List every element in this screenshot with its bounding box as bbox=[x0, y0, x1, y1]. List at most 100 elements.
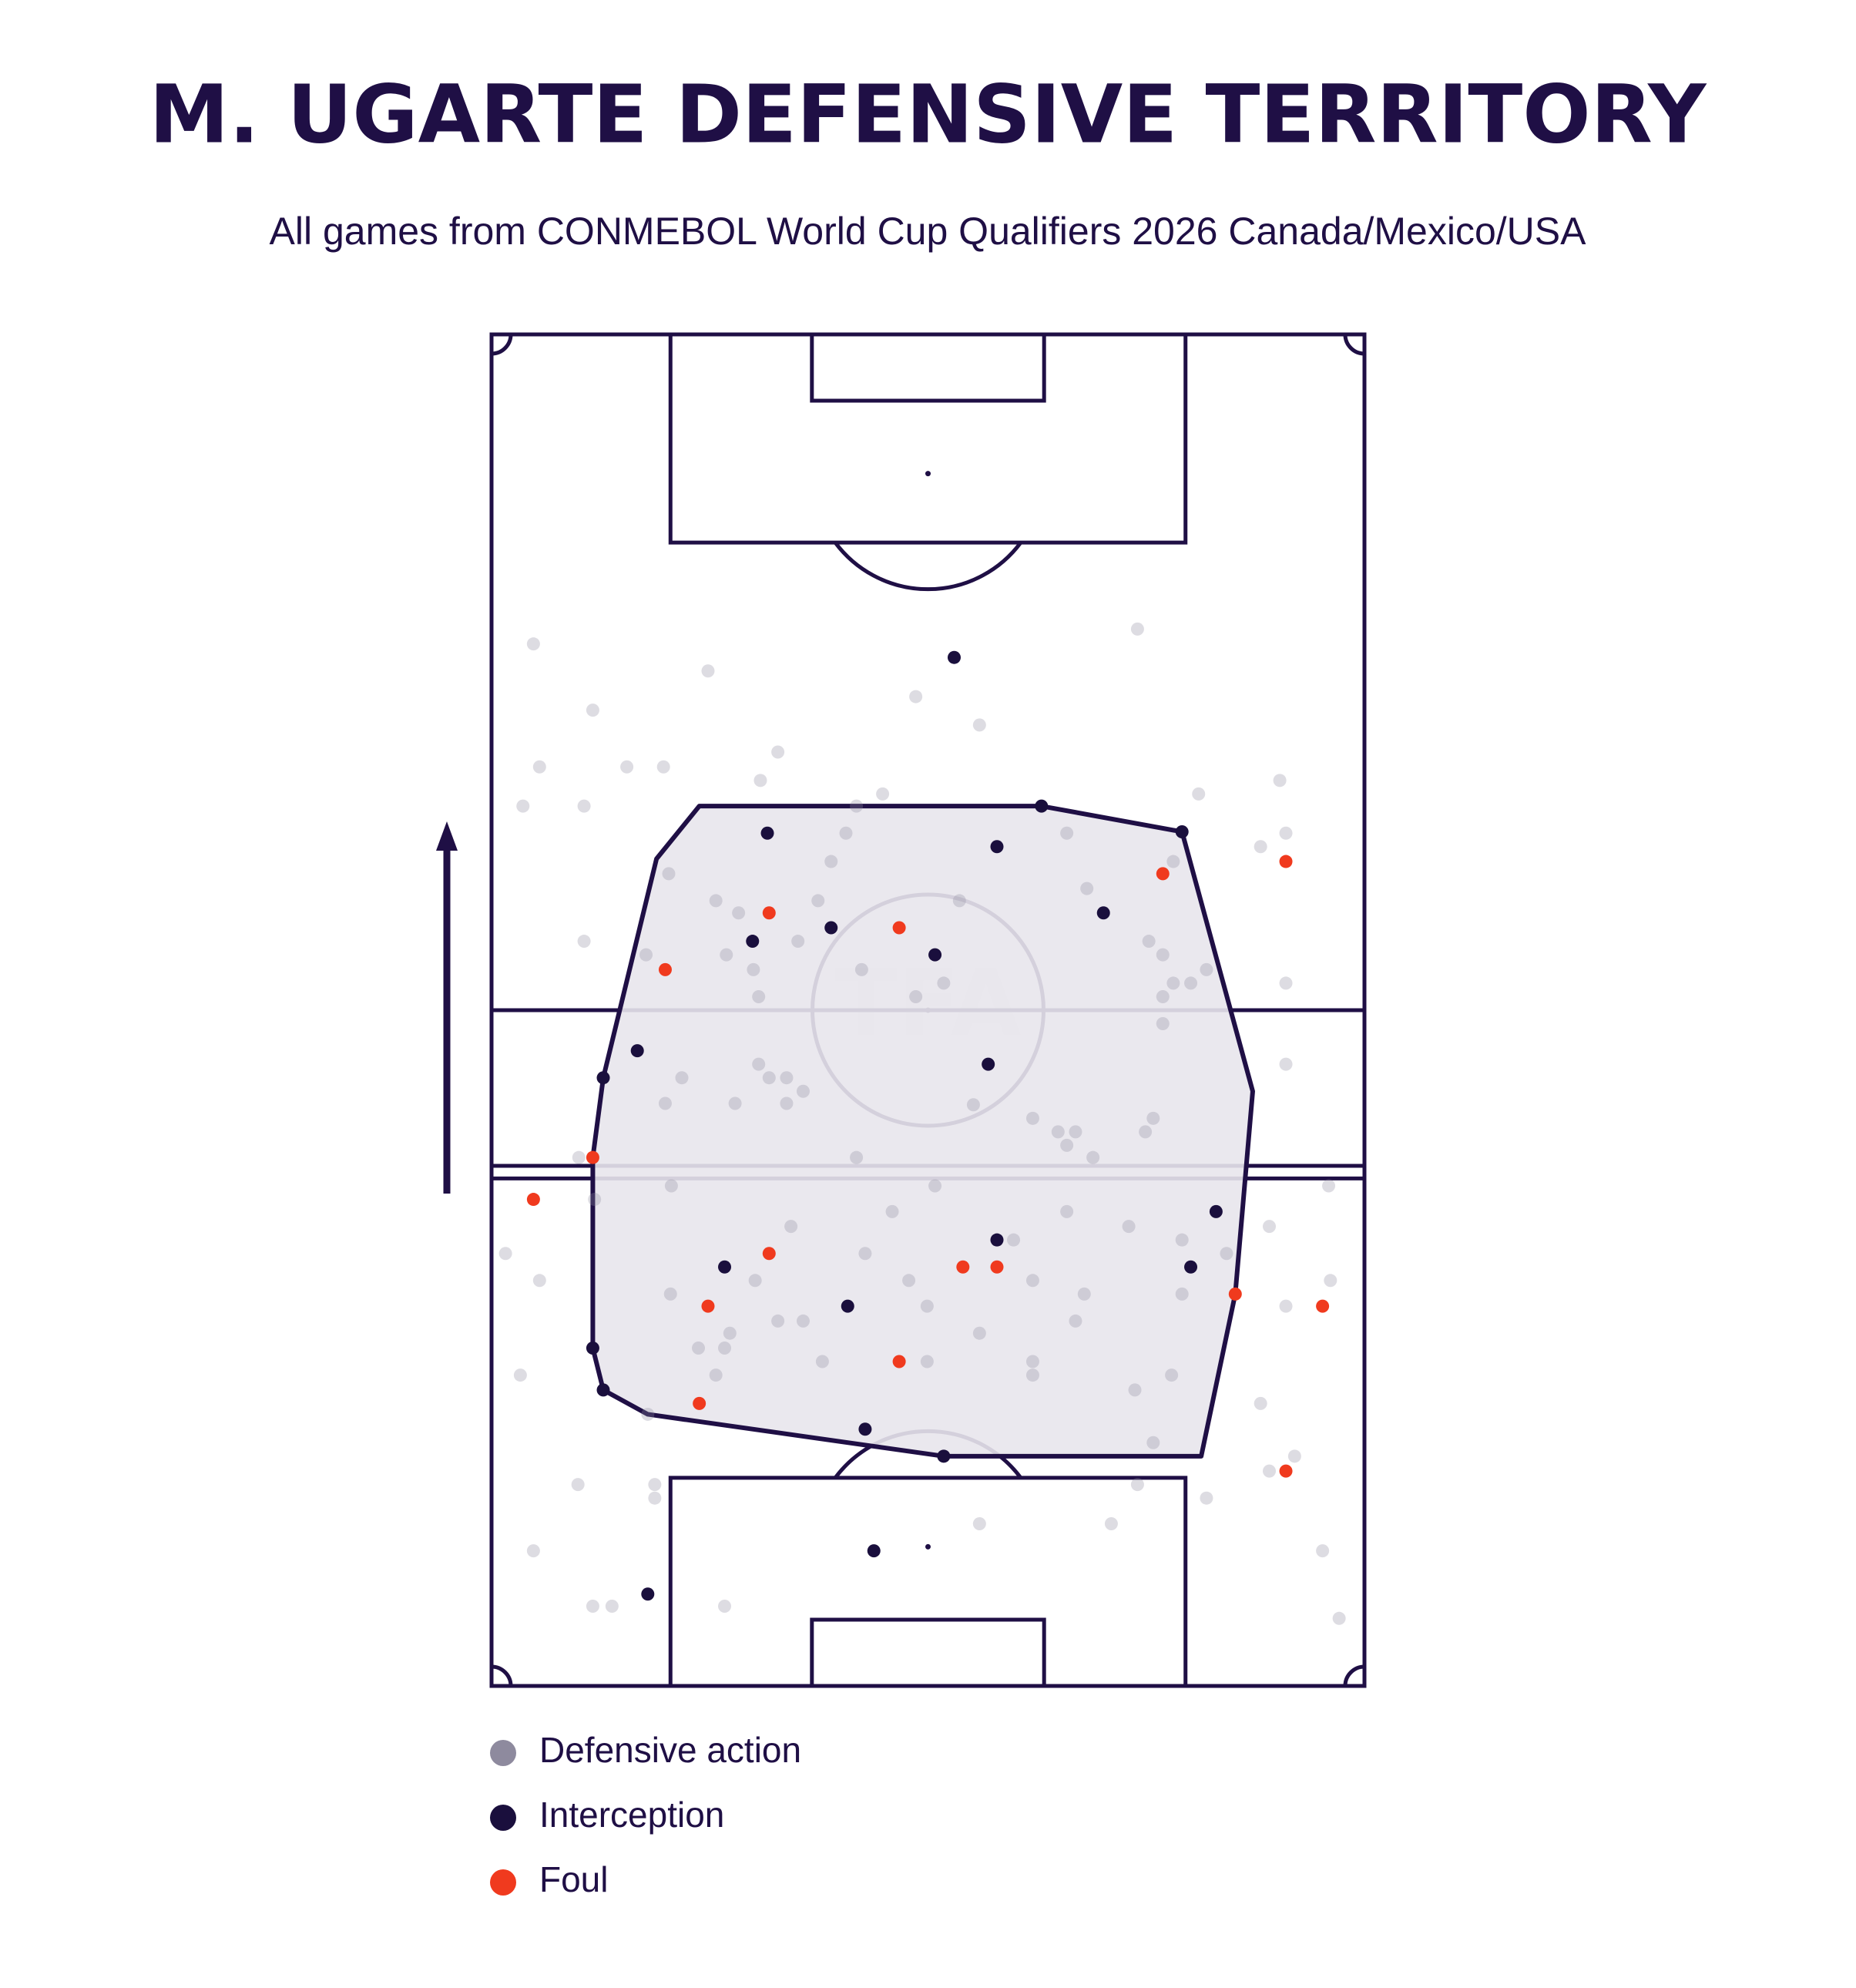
point bbox=[1035, 799, 1049, 813]
point bbox=[1316, 1544, 1330, 1558]
point bbox=[1279, 855, 1293, 868]
point bbox=[1279, 826, 1293, 840]
point bbox=[596, 1071, 610, 1085]
point bbox=[596, 1383, 610, 1397]
point bbox=[577, 799, 591, 813]
point bbox=[1279, 1299, 1293, 1313]
direction-arrow-head bbox=[436, 821, 458, 851]
point bbox=[972, 718, 986, 732]
point bbox=[762, 1247, 776, 1261]
point bbox=[780, 1096, 794, 1110]
point bbox=[1332, 1611, 1346, 1625]
point bbox=[990, 1260, 1004, 1274]
point bbox=[824, 855, 838, 868]
point bbox=[732, 906, 746, 920]
point bbox=[663, 1287, 677, 1301]
point bbox=[824, 921, 838, 935]
point bbox=[723, 1326, 737, 1340]
point bbox=[982, 1057, 995, 1071]
points bbox=[498, 622, 1346, 1625]
point bbox=[1165, 1368, 1179, 1382]
point bbox=[526, 1193, 540, 1207]
point bbox=[1060, 1204, 1074, 1218]
point bbox=[1156, 989, 1170, 1003]
point bbox=[572, 1150, 586, 1164]
point bbox=[839, 826, 853, 840]
point bbox=[752, 1057, 766, 1071]
point bbox=[656, 760, 670, 774]
point bbox=[796, 1084, 810, 1098]
point bbox=[641, 1587, 655, 1601]
point bbox=[1175, 824, 1189, 838]
point bbox=[850, 1150, 864, 1164]
point bbox=[1069, 1125, 1082, 1139]
point bbox=[1279, 1464, 1293, 1478]
point bbox=[748, 1274, 762, 1288]
point bbox=[1228, 1287, 1242, 1301]
point bbox=[885, 1204, 899, 1218]
corner-arc bbox=[1343, 334, 1365, 356]
point bbox=[937, 1449, 951, 1463]
point bbox=[815, 1355, 829, 1368]
point bbox=[718, 1600, 732, 1614]
point bbox=[718, 1342, 732, 1355]
territory-hull bbox=[590, 804, 1255, 1459]
point bbox=[791, 935, 805, 949]
point bbox=[1166, 855, 1180, 868]
point bbox=[858, 1422, 872, 1436]
point bbox=[928, 1179, 942, 1193]
six-yard-box bbox=[810, 1617, 1046, 1686]
point bbox=[728, 1096, 742, 1110]
point bbox=[586, 704, 599, 717]
point bbox=[937, 976, 951, 990]
point bbox=[909, 690, 923, 704]
point bbox=[1128, 1383, 1142, 1397]
six-yard-box bbox=[810, 334, 1046, 403]
point bbox=[1279, 976, 1293, 990]
point bbox=[1263, 1220, 1277, 1234]
penalty-spot bbox=[925, 471, 931, 477]
point bbox=[1324, 1274, 1337, 1288]
penalty-box bbox=[668, 334, 1188, 545]
point bbox=[762, 1071, 776, 1085]
point bbox=[947, 650, 961, 664]
point bbox=[771, 1314, 785, 1328]
point bbox=[658, 962, 672, 976]
point bbox=[1209, 1204, 1223, 1218]
point bbox=[664, 1179, 678, 1193]
legend: Defensive action Interception Foul bbox=[490, 1730, 801, 1899]
point bbox=[892, 1355, 906, 1368]
point bbox=[1156, 867, 1170, 881]
point bbox=[780, 1071, 794, 1085]
point bbox=[526, 1544, 540, 1558]
point bbox=[1139, 1125, 1153, 1139]
point bbox=[720, 948, 733, 962]
chart-subtitle: All games from CONMEBOL World Cup Qualif… bbox=[270, 210, 1587, 253]
point bbox=[586, 1150, 599, 1164]
legend-marker bbox=[490, 1805, 516, 1831]
point bbox=[867, 1544, 881, 1558]
point bbox=[1220, 1247, 1233, 1261]
point bbox=[1069, 1314, 1082, 1328]
territory bbox=[590, 804, 1255, 1459]
point bbox=[1175, 1287, 1189, 1301]
point bbox=[771, 745, 785, 759]
point bbox=[498, 1247, 512, 1261]
point bbox=[1316, 1299, 1330, 1313]
point bbox=[876, 787, 890, 801]
point bbox=[811, 894, 825, 908]
legend-marker bbox=[490, 1869, 516, 1896]
point bbox=[1051, 1125, 1065, 1139]
point bbox=[796, 1314, 810, 1328]
penalty-arc bbox=[834, 541, 1022, 592]
point bbox=[952, 894, 966, 908]
point bbox=[513, 1368, 527, 1382]
point bbox=[972, 1517, 986, 1531]
point bbox=[1200, 962, 1213, 976]
point bbox=[516, 799, 530, 813]
point bbox=[588, 1193, 602, 1207]
point bbox=[620, 760, 634, 774]
point bbox=[850, 799, 864, 813]
point bbox=[1254, 1396, 1267, 1410]
